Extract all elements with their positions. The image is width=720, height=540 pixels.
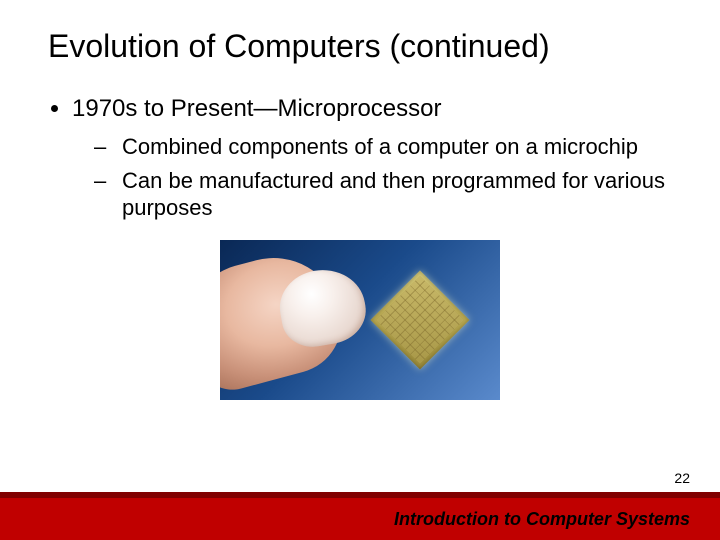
- footer-text: Introduction to Computer Systems: [394, 509, 690, 530]
- chip-shape: [371, 270, 470, 369]
- image-container: [48, 240, 672, 405]
- bullet-level1: 1970s to Present—Microprocessor: [72, 95, 672, 123]
- bullet-level2-b: Can be manufactured and then programmed …: [94, 167, 672, 222]
- slide-title: Evolution of Computers (continued): [0, 0, 720, 75]
- slide-content: 1970s to Present—Microprocessor Combined…: [0, 75, 720, 405]
- bullet-level2-a: Combined components of a computer on a m…: [94, 133, 672, 161]
- microchip-image: [220, 240, 500, 400]
- page-number: 22: [674, 470, 690, 486]
